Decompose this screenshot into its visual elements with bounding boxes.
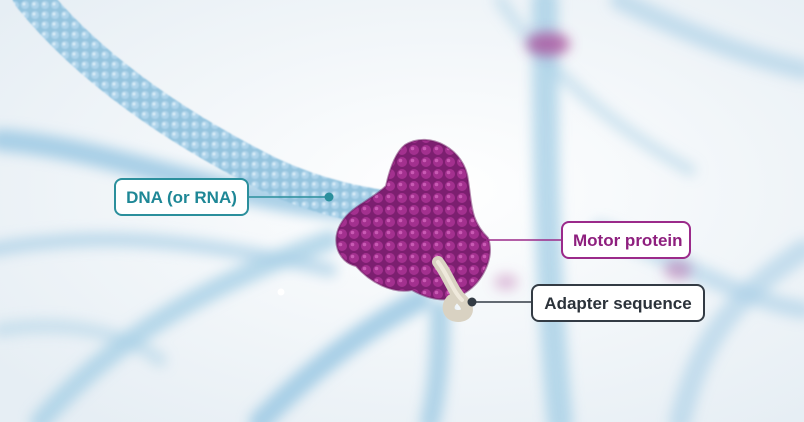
adapter-sequence-label: Adapter sequence (531, 284, 705, 322)
adapter-sequence (432, 256, 473, 323)
background-proteins (494, 32, 692, 290)
dna-strand (12, 0, 413, 228)
leader-lines (249, 192, 561, 307)
motor-protein (335, 139, 491, 301)
dna-pointer-dot (324, 192, 334, 202)
highlight-dot (277, 288, 285, 296)
dna-label: DNA (or RNA) (114, 178, 249, 216)
adapter-pointer-dot (467, 297, 477, 307)
motor-protein-label: Motor protein (561, 221, 691, 259)
